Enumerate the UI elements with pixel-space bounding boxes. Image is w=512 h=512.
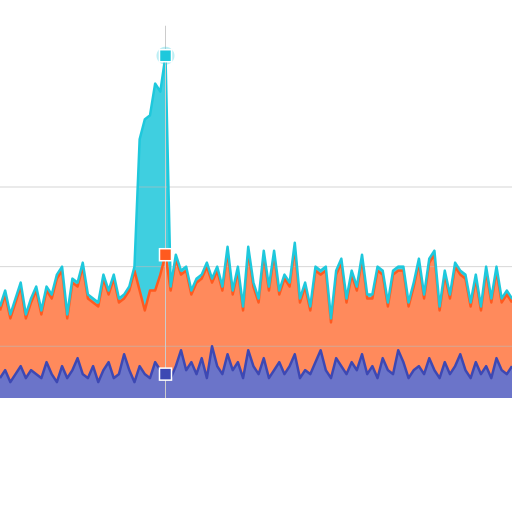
line (0, 345, 512, 384)
line (0, 54, 512, 320)
hover-marker (158, 367, 173, 381)
hover-marker (158, 247, 173, 262)
hover-marker (158, 48, 173, 63)
area (0, 246, 512, 383)
